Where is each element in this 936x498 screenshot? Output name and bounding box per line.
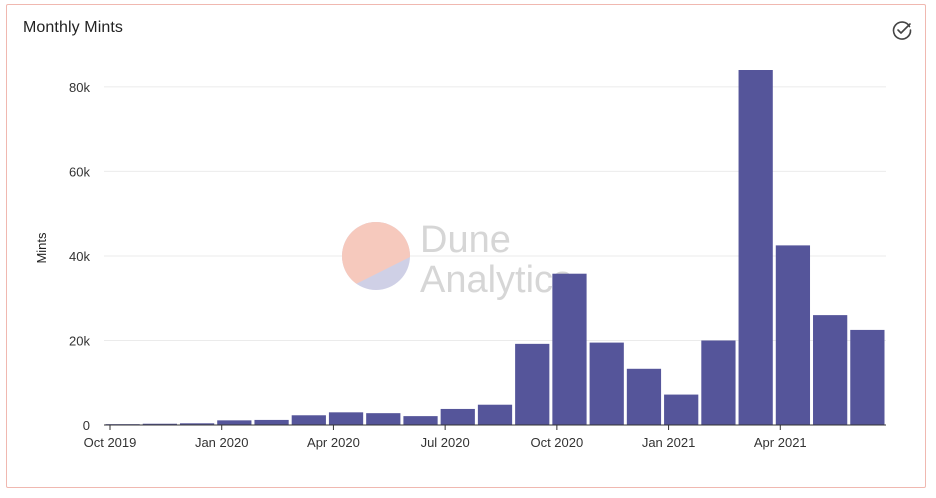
- dune-watermark: Dune Analytics: [342, 219, 572, 301]
- bar-2020-03[interactable]: [291, 415, 326, 425]
- x-tick-label: Jul 2020: [421, 435, 470, 450]
- x-tick-label: Apr 2020: [307, 435, 360, 450]
- x-tick-label: Jan 2020: [195, 435, 249, 450]
- x-tick-label: Oct 2020: [530, 435, 583, 450]
- x-tick-label: Apr 2021: [754, 435, 807, 450]
- bar-2020-08[interactable]: [477, 404, 513, 425]
- y-tick-label: 40k: [69, 249, 90, 264]
- bar-2019-12[interactable]: [179, 423, 215, 425]
- bar-2020-12[interactable]: [626, 368, 662, 425]
- watermark-line2: Analytics: [420, 259, 572, 301]
- bar-2020-04[interactable]: [328, 412, 364, 425]
- bar-2020-07[interactable]: [440, 408, 475, 425]
- bar-2021-04[interactable]: [775, 245, 811, 425]
- x-tick-label: Oct 2019: [84, 435, 137, 450]
- check-circle-icon[interactable]: [891, 19, 913, 41]
- bar-2019-11[interactable]: [142, 423, 177, 425]
- bar-2021-05[interactable]: [813, 315, 848, 425]
- bar-2020-05[interactable]: [366, 413, 401, 425]
- bars: [105, 70, 885, 425]
- dune-logo-icon: [342, 222, 410, 290]
- y-tick-label: 0: [83, 418, 90, 433]
- bar-2020-09[interactable]: [515, 343, 550, 425]
- chart-title: Monthly Mints: [23, 19, 123, 36]
- bar-2021-03[interactable]: [738, 70, 773, 425]
- axes: 0 20k 40k 60k 80k Oct 2019 Jan 2020 Apr 2020 Jul…: [69, 80, 886, 450]
- bar-2021-06[interactable]: [850, 329, 885, 425]
- watermark-line1: Dune: [420, 219, 511, 261]
- logo-top: [342, 222, 410, 290]
- bar-2020-06[interactable]: [403, 416, 438, 425]
- y-tick-label: 80k: [69, 80, 90, 95]
- bar-2021-02[interactable]: [701, 340, 736, 425]
- bar-2020-11[interactable]: [589, 342, 624, 425]
- y-tick-label: 20k: [69, 333, 90, 348]
- bar-2020-10[interactable]: [552, 273, 587, 425]
- bar-2021-01[interactable]: [664, 394, 699, 425]
- bar-2020-01[interactable]: [217, 420, 252, 425]
- y-tick-label: 60k: [69, 164, 90, 179]
- x-tick-label: Jan 2021: [642, 435, 696, 450]
- bar-2020-02[interactable]: [254, 419, 289, 425]
- y-axis-title: Mints: [34, 232, 49, 264]
